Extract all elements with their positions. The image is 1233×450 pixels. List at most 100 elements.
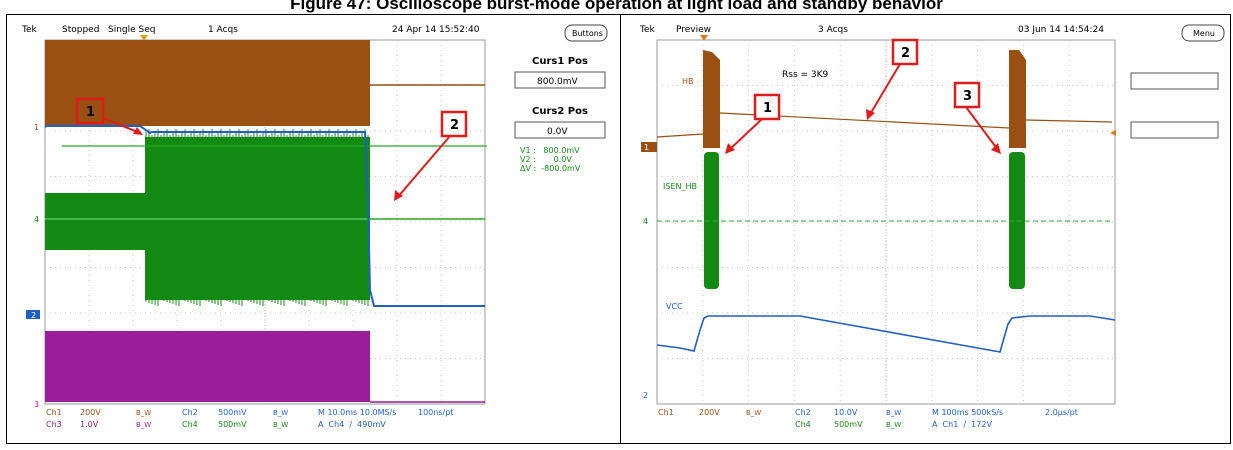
curs1-box[interactable] [514, 71, 606, 89]
right-callout-3: 3 [963, 89, 972, 104]
label-vcc: VCC [666, 302, 683, 311]
right-footer-ch4-val: 500mV [834, 420, 863, 429]
left-footer-ch3-bw: B_W [136, 421, 151, 429]
right-trigger-position-marker [700, 35, 708, 41]
cursor-v1: V1 : 800.0mV [520, 146, 580, 155]
right-trigger: A Ch1 ∕ 172V [932, 420, 992, 429]
cursor-v2: V2 : 0.0V [520, 155, 572, 164]
right-status: Preview [676, 25, 711, 35]
isen-burst-1 [704, 152, 719, 289]
right-footer-ch2: Ch2 [795, 408, 811, 417]
right-callout-2-arrow [868, 63, 901, 117]
left-ptrate: 100ns/pt [418, 408, 453, 417]
right-ch2-marker: 2 [643, 391, 648, 400]
curs2-value: 0.0V [547, 127, 568, 137]
ch1-waveform [45, 40, 370, 126]
left-ch2-marker: 2 [31, 311, 36, 320]
right-callout-1: 1 [763, 101, 772, 116]
right-menu-label: Menu [1193, 29, 1215, 38]
label-hb: HB [682, 77, 694, 86]
hb-decay-3 [1025, 119, 1113, 123]
right-callout-2-arrowhead [866, 109, 875, 120]
left-callout-1: 1 [86, 105, 95, 120]
right-footer-ch2-bw: B_W [886, 409, 901, 417]
right-ch1-marker-bg [641, 142, 657, 152]
right-callout-2: 2 [901, 46, 910, 61]
left-buttons-button[interactable] [564, 24, 608, 42]
left-mode: Single Seq [108, 25, 156, 35]
right-side-box-2[interactable] [1130, 121, 1219, 139]
ch4-waveform-low [45, 193, 145, 250]
vcc-waveform [656, 315, 1116, 353]
panel-divider [620, 14, 621, 444]
left-footer-ch2: Ch2 [182, 408, 198, 417]
left-callout-2-arrowhead [394, 190, 403, 201]
right-footer-ch4: Ch4 [795, 420, 811, 429]
right-brand: Tek [639, 25, 656, 35]
right-footer-ch1-val: 200V [699, 408, 720, 417]
right-callout-1-arrowhead [725, 143, 735, 154]
left-callout-2-arrow [396, 135, 451, 199]
right-side-box-1[interactable] [1130, 72, 1219, 90]
right-ch1-ref-marker [1110, 130, 1116, 136]
left-footer-ch3-val: 1.0V [80, 420, 99, 429]
right-callout-3-arrowhead [991, 143, 1001, 154]
hb-pulse-1 [703, 50, 720, 148]
right-callout-1-arrow [727, 118, 763, 152]
hb-pulse-2 [1009, 50, 1026, 148]
left-trigger: A Ch4 ∕ 490mV [318, 420, 386, 429]
label-isen: ISEN_HB [663, 182, 697, 191]
right-menu-button[interactable] [1181, 24, 1225, 42]
right-acqs: 3 Acqs [818, 25, 848, 35]
right-ch4-marker: 4 [643, 217, 648, 226]
left-timebase: M 10.0ms 10.0MS/s [318, 408, 396, 417]
left-footer-ch4-bw: B_W [273, 421, 288, 429]
right-footer-ch2-val: 10.0V [834, 408, 858, 417]
right-ptrate: 2.0μs/pt [1045, 408, 1078, 417]
left-footer-ch1-val: 200V [80, 408, 101, 417]
figure-frame [6, 14, 1231, 444]
right-footer-ch4-bw: B_W [886, 421, 901, 429]
left-footer-ch4-val: 500mV [218, 420, 247, 429]
left-callout-1-arrow [102, 117, 141, 134]
left-status: Stopped [62, 25, 99, 35]
label-rss: Rss = 3K9 [782, 70, 829, 80]
left-ch1-marker: 1 [34, 123, 39, 132]
ch2-waveform [44, 125, 485, 307]
left-scope: Tek Stopped Single Seq 1 Acqs 24 Apr 14 … [21, 24, 608, 429]
trigger-position-marker [140, 35, 148, 41]
left-brand: Tek [21, 25, 38, 35]
left-callout-1-arrowhead [133, 127, 143, 135]
left-footer-ch1-bw: B_W [136, 409, 151, 417]
left-ch2-marker-bg [26, 310, 40, 319]
left-footer-ch2-bw: B_W [273, 409, 288, 417]
hb-decay-1 [656, 133, 704, 138]
right-callout-2-box [891, 38, 919, 66]
right-callout-3-arrow [965, 106, 999, 151]
cursor-dv: ΔV : -800.0mV [520, 164, 581, 173]
left-footer-ch4: Ch4 [182, 420, 198, 429]
left-callout-2: 2 [450, 118, 459, 133]
curs2-title: Curs2 Pos [532, 106, 588, 117]
ch3-waveform [45, 331, 370, 402]
right-scope: Tek Preview 3 Acqs 03 Jun 14 14:54:24 HB… [639, 24, 1225, 429]
curs1-title: Curs1 Pos [532, 56, 588, 67]
right-footer-ch1: Ch1 [658, 408, 674, 417]
curs2-box[interactable] [514, 121, 606, 139]
left-buttons-label: Buttons [572, 29, 603, 38]
left-acqs: 1 Acqs [208, 25, 238, 35]
curs1-value: 800.0mV [537, 77, 579, 87]
right-timebase: M 100ms 500kS/s [932, 408, 1003, 417]
left-footer-ch1: Ch1 [46, 408, 62, 417]
right-callout-1-box [753, 93, 781, 121]
left-footer-ch3: Ch3 [46, 420, 62, 429]
left-callout-2-box [440, 110, 468, 138]
left-footer-ch2-val: 500mV [218, 408, 247, 417]
left-ch3-marker: 3 [34, 400, 39, 409]
figure-caption: Figure 47: Oscilloscope burst-mode opera… [290, 0, 943, 13]
left-callout-1-box [75, 97, 105, 125]
left-datetime: 24 Apr 14 15:52:40 [392, 25, 480, 35]
right-ch1-marker: 1 [644, 143, 649, 152]
right-datetime: 03 Jun 14 14:54:24 [1018, 25, 1104, 35]
